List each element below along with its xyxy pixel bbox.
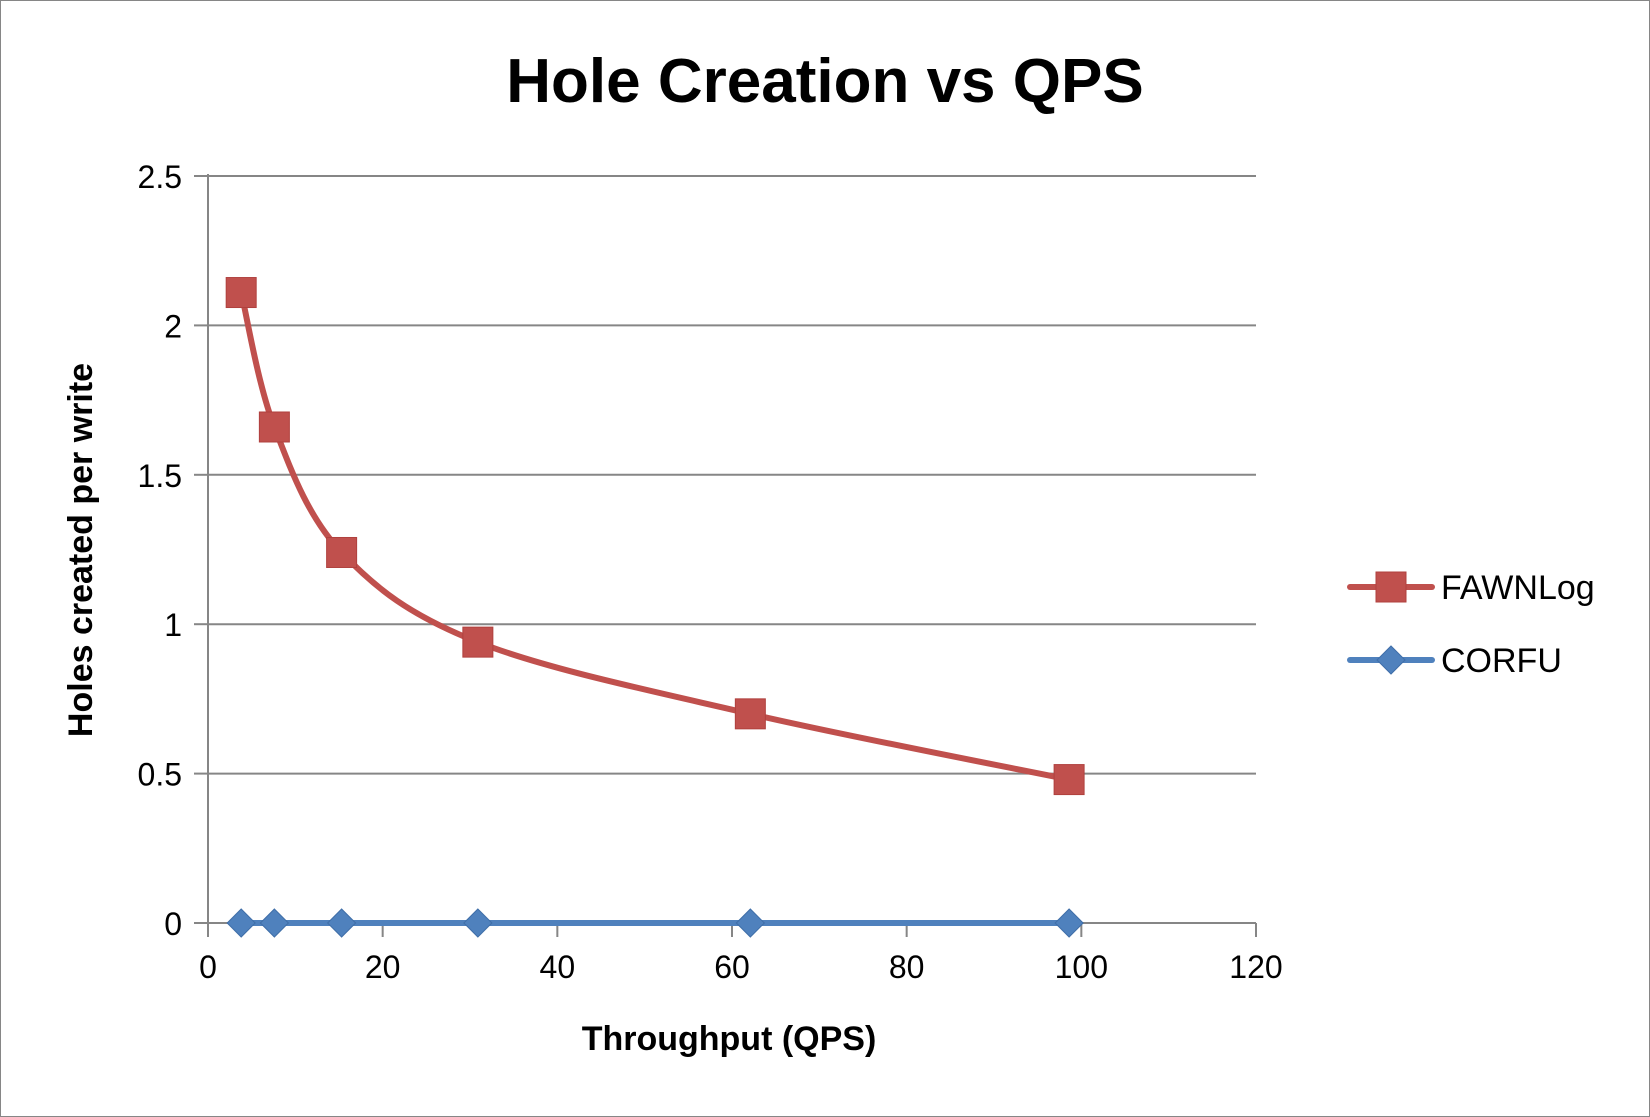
data-point-corfu: [1054, 908, 1084, 938]
gridlines: [208, 175, 1256, 775]
series-line-fawnlog: [238, 289, 1073, 783]
x-tick-label: 120: [1229, 949, 1282, 985]
y-tick-label: 2: [164, 308, 182, 344]
x-tick-labels: 0 20 40 60 80 100 120: [199, 949, 1283, 985]
data-point-corfu: [463, 908, 493, 938]
x-axis-title: Throughput (QPS): [582, 1020, 877, 1058]
x-tick-label: 0: [199, 949, 217, 985]
data-point-fawnlog: [225, 277, 257, 309]
legend-marker: [1375, 571, 1407, 603]
data-point-fawnlog: [734, 698, 766, 730]
data-point-fawnlog: [462, 626, 494, 658]
data-point-fawnlog: [326, 536, 358, 568]
legend-item-corfu: CORFU: [1347, 642, 1562, 680]
y-tick-label: 1: [164, 607, 182, 643]
x-tick-label: 60: [714, 949, 750, 985]
data-point-corfu: [326, 908, 357, 938]
legend-marker: [1376, 645, 1406, 675]
data-point-fawnlog: [1053, 764, 1085, 796]
y-tick-label: 0: [164, 906, 182, 942]
y-tick-label: 1.5: [138, 458, 182, 494]
data-point-corfu: [226, 908, 256, 938]
y-axis-title: Holes created per write: [62, 363, 100, 737]
series-fawnlog: [225, 277, 1085, 796]
chart-title: Hole Creation vs QPS: [506, 47, 1143, 116]
series-corfu: [226, 908, 1084, 938]
y-tick-label: 2.5: [138, 159, 182, 195]
data-point-fawnlog: [258, 411, 290, 443]
legend-label: FAWNLog: [1441, 569, 1595, 607]
legend-label: CORFU: [1441, 642, 1562, 680]
x-tick-label: 20: [365, 949, 401, 985]
x-tick-label: 100: [1055, 949, 1108, 985]
x-tick-label: 40: [540, 949, 576, 985]
y-tick-label: 0.5: [138, 757, 182, 793]
data-point-corfu: [259, 908, 290, 938]
series-layer: [225, 277, 1085, 938]
data-point-corfu: [735, 908, 766, 938]
x-tick-label: 80: [889, 949, 925, 985]
y-tick-labels: 0 0.5 1 1.5 2 2.5: [138, 159, 182, 942]
legend: FAWNLog CORFU: [1347, 569, 1595, 680]
legend-item-fawnlog: FAWNLog: [1347, 569, 1595, 607]
